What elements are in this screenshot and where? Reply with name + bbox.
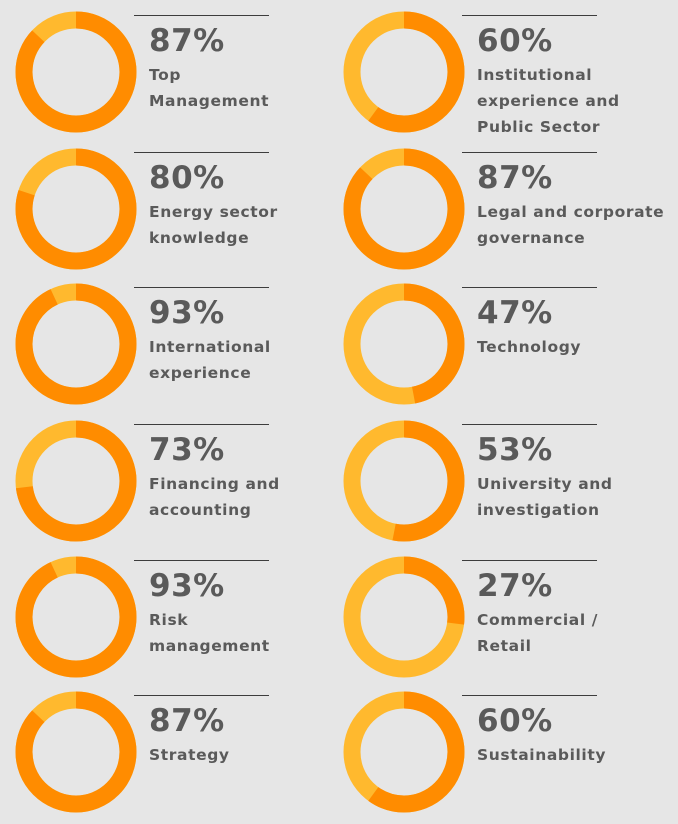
donut-chart <box>15 556 137 678</box>
divider-line <box>462 15 597 16</box>
donut-chart <box>343 556 465 678</box>
donut-item-8: 53% University and investigation <box>340 417 675 553</box>
category-label: Strategy <box>149 746 230 764</box>
category-label: Institutional experience and Public Sect… <box>477 66 620 136</box>
percent-label: 93% <box>149 568 225 604</box>
donut-item-12: 60% Sustainability <box>340 688 675 824</box>
category-label: Top Management <box>149 66 270 110</box>
donut-item-1: 87% Top Management <box>12 8 347 144</box>
donut-chart <box>15 283 137 405</box>
donut-chart <box>15 420 137 542</box>
category-label: Commercial / Retail <box>477 611 599 655</box>
donut-share-slice <box>343 11 465 133</box>
donut-item-9: 93% Risk management <box>12 553 347 689</box>
percent-label: 60% <box>477 703 553 739</box>
percent-label: 53% <box>477 432 553 468</box>
divider-line <box>134 287 269 288</box>
divider-line <box>462 695 597 696</box>
divider-line <box>134 15 269 16</box>
percent-label: 27% <box>477 568 553 604</box>
percent-label: 93% <box>149 295 225 331</box>
percent-label: 73% <box>149 432 225 468</box>
donut-item-2: 60% Institutional experience and Public S… <box>340 8 675 144</box>
divider-line <box>134 695 269 696</box>
donut-chart <box>343 148 465 270</box>
donut-chart <box>343 11 465 133</box>
divider-line <box>134 560 269 561</box>
category-label: Risk management <box>149 611 270 655</box>
category-label: Financing and accounting <box>149 475 280 519</box>
donut-item-11: 87% Strategy <box>12 688 347 824</box>
divider-line <box>134 152 269 153</box>
category-label: Energy sector knowledge <box>149 203 278 247</box>
donut-chart <box>15 148 137 270</box>
percent-label: 87% <box>149 23 225 59</box>
percent-label: 87% <box>149 703 225 739</box>
divider-line <box>462 287 597 288</box>
donut-chart <box>343 283 465 405</box>
donut-share-slice <box>343 148 465 270</box>
donut-chart <box>343 420 465 542</box>
donut-share-slice <box>343 283 465 405</box>
donut-share-slice <box>343 691 465 813</box>
donut-share-slice <box>343 556 465 678</box>
divider-line <box>462 152 597 153</box>
donut-item-5: 93% International experience <box>12 280 347 416</box>
donut-share-slice <box>15 148 137 270</box>
donut-item-10: 27% Commercial / Retail <box>340 553 675 689</box>
percent-label: 87% <box>477 160 553 196</box>
donut-chart <box>15 691 137 813</box>
percent-label: 60% <box>477 23 553 59</box>
donut-item-4: 87% Legal and corporate governance <box>340 145 675 281</box>
donut-share-slice <box>15 11 137 133</box>
donut-share-slice <box>343 420 465 542</box>
category-label: Sustainability <box>477 746 607 764</box>
category-label: International experience <box>149 338 271 382</box>
percent-label: 47% <box>477 295 553 331</box>
donut-share-slice <box>15 283 137 405</box>
donut-item-3: 80% Energy sector knowledge <box>12 145 347 281</box>
category-label: University and investigation <box>477 475 613 519</box>
donut-chart <box>15 11 137 133</box>
divider-line <box>134 424 269 425</box>
category-label: Technology <box>477 338 582 356</box>
donut-item-7: 73% Financing and accounting <box>12 417 347 553</box>
donut-share-slice <box>15 420 137 542</box>
divider-line <box>462 560 597 561</box>
divider-line <box>462 424 597 425</box>
category-label: Legal and corporate governance <box>477 203 665 247</box>
donut-item-6: 47% Technology <box>340 280 675 416</box>
percent-label: 80% <box>149 160 225 196</box>
donut-share-slice <box>15 556 137 678</box>
donut-chart <box>343 691 465 813</box>
donut-share-slice <box>15 691 137 813</box>
